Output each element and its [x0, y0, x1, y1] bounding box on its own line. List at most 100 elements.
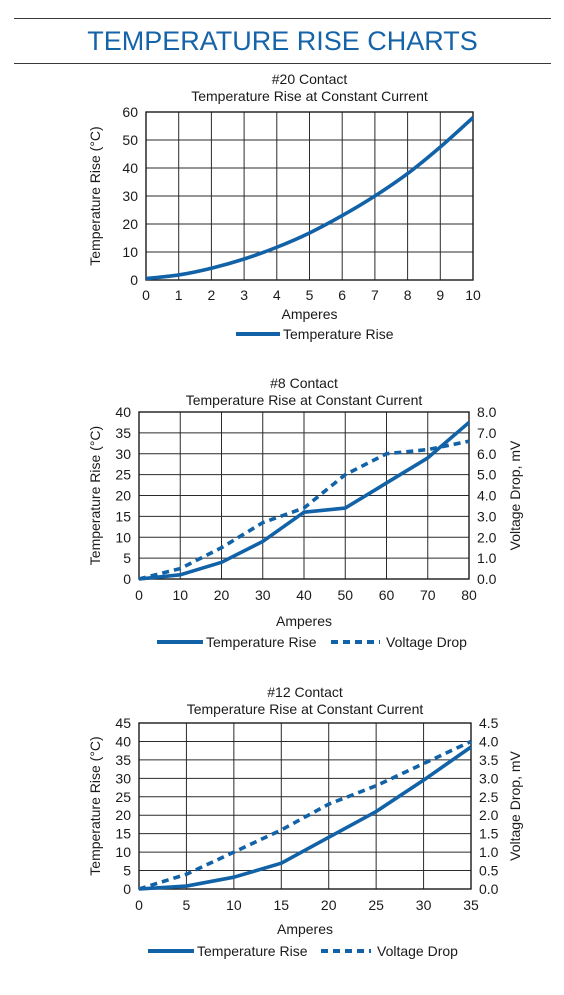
y-tick-label: 0: [123, 571, 131, 587]
chart-subtitle: Temperature Rise at Constant Current: [187, 701, 424, 717]
y-tick-label: 10: [115, 844, 131, 860]
legend-label: Temperature Rise: [206, 634, 317, 650]
x-tick-label: 35: [463, 897, 479, 913]
y-tick-label: 15: [115, 826, 131, 842]
y2-tick-label: 5.0: [477, 467, 497, 483]
y-tick-label: 10: [122, 244, 138, 260]
x-tick-label: 20: [321, 897, 337, 913]
page-title: TEMPERATURE RISE CHARTS: [87, 26, 478, 56]
y-tick-label: 40: [115, 733, 131, 749]
x-tick-label: 0: [135, 587, 143, 603]
x-tick-label: 60: [379, 587, 395, 603]
x-tick-label: 6: [338, 287, 346, 303]
chart-title: #8 Contact: [270, 375, 338, 391]
y-tick-label: 5: [123, 863, 131, 879]
x-tick-label: 15: [273, 897, 289, 913]
y2-tick-label: 1.5: [479, 826, 499, 842]
y-tick-label: 0: [130, 272, 138, 288]
y2-tick-label: 8.0: [477, 404, 497, 420]
x-axis-label: Amperes: [276, 613, 332, 629]
y-tick-label: 60: [122, 104, 138, 120]
y2-tick-label: 2.0: [477, 529, 497, 545]
legend: Temperature Rise Voltage Drop: [148, 943, 458, 959]
x-tick-label: 2: [208, 287, 216, 303]
y2-tick-label: 3.5: [479, 752, 499, 768]
y-tick-label: 50: [122, 132, 138, 148]
x-tick-label: 10: [465, 287, 481, 303]
series-line-voltage-drop: [138, 439, 470, 581]
plot-frame: [138, 722, 472, 890]
y-tick-label: 10: [115, 529, 131, 545]
y-tick-label: 30: [115, 770, 131, 786]
x-axis-label: Amperes: [277, 921, 333, 937]
y2-tick-label: 1.0: [477, 550, 497, 566]
page-header: TEMPERATURE RISE CHARTS: [14, 18, 551, 64]
y-tick-label: 35: [115, 752, 131, 768]
legend-label: Voltage Drop: [386, 634, 467, 650]
y-tick-label: 0: [123, 881, 131, 897]
x-tick-label: 30: [255, 587, 271, 603]
chart-title: #20 Contact: [272, 71, 348, 87]
x-tick-label: 1: [175, 287, 183, 303]
y2-tick-label: 0.0: [479, 881, 499, 897]
y-tick-label: 20: [122, 216, 138, 232]
y2-tick-label: 4.0: [477, 488, 497, 504]
plot-frame: [145, 111, 474, 281]
y2-tick-label: 7.0: [477, 425, 497, 441]
x-tick-label: 0: [135, 897, 143, 913]
x-tick-label: 50: [337, 587, 353, 603]
x-tick-label: 25: [368, 897, 384, 913]
x-tick-label: 4: [273, 287, 281, 303]
y2-tick-label: 0.5: [479, 863, 499, 879]
series-line-temperature-rise: [138, 745, 473, 891]
y-axis-label: Temperature Rise (°C): [87, 736, 103, 875]
y-tick-label: 25: [115, 789, 131, 805]
x-tick-label: 80: [461, 587, 477, 603]
y2-axis-label: Voltage Drop, mV: [507, 750, 523, 860]
series-line-temperature-rise: [138, 421, 471, 581]
chart-title: #12 Contact: [267, 684, 343, 700]
legend-label: Temperature Rise: [197, 943, 308, 959]
x-tick-label: 9: [436, 287, 444, 303]
x-tick-label: 3: [240, 287, 248, 303]
y-tick-label: 15: [115, 508, 131, 524]
x-tick-label: 5: [183, 897, 191, 913]
y2-tick-label: 2.5: [479, 789, 499, 805]
legend: Temperature Rise: [236, 326, 394, 342]
y-tick-label: 25: [115, 467, 131, 483]
y2-tick-label: 6.0: [477, 446, 497, 462]
x-tick-label: 0: [142, 287, 150, 303]
y2-tick-label: 1.0: [479, 844, 499, 860]
x-tick-label: 10: [172, 587, 188, 603]
y-tick-label: 45: [115, 715, 131, 731]
y2-tick-label: 0.0: [477, 571, 497, 587]
y-tick-label: 30: [122, 188, 138, 204]
plot-frame: [138, 411, 470, 580]
y2-tick-label: 3.0: [477, 508, 497, 524]
chart-subtitle: Temperature Rise at Constant Current: [191, 88, 428, 104]
x-tick-label: 8: [404, 287, 412, 303]
y2-tick-label: 2.0: [479, 807, 499, 823]
y2-tick-label: 4.5: [479, 715, 499, 731]
y-axis-label: Temperature Rise (°C): [87, 126, 103, 265]
x-tick-label: 7: [371, 287, 379, 303]
chart-subtitle: Temperature Rise at Constant Current: [186, 392, 423, 408]
x-tick-label: 20: [214, 587, 230, 603]
y2-tick-label: 3.0: [479, 770, 499, 786]
y-tick-label: 35: [115, 425, 131, 441]
legend-label: Temperature Rise: [283, 326, 394, 342]
x-tick-label: 5: [306, 287, 314, 303]
series-line-temperature-rise: [145, 116, 475, 281]
y2-axis-label: Voltage Drop, mV: [507, 440, 523, 550]
y-tick-label: 40: [122, 160, 138, 176]
y-tick-label: 40: [115, 404, 131, 420]
x-axis-label: Amperes: [281, 306, 337, 322]
legend-label: Voltage Drop: [377, 943, 458, 959]
x-tick-label: 40: [296, 587, 312, 603]
x-tick-label: 10: [226, 897, 242, 913]
x-tick-label: 70: [420, 587, 436, 603]
